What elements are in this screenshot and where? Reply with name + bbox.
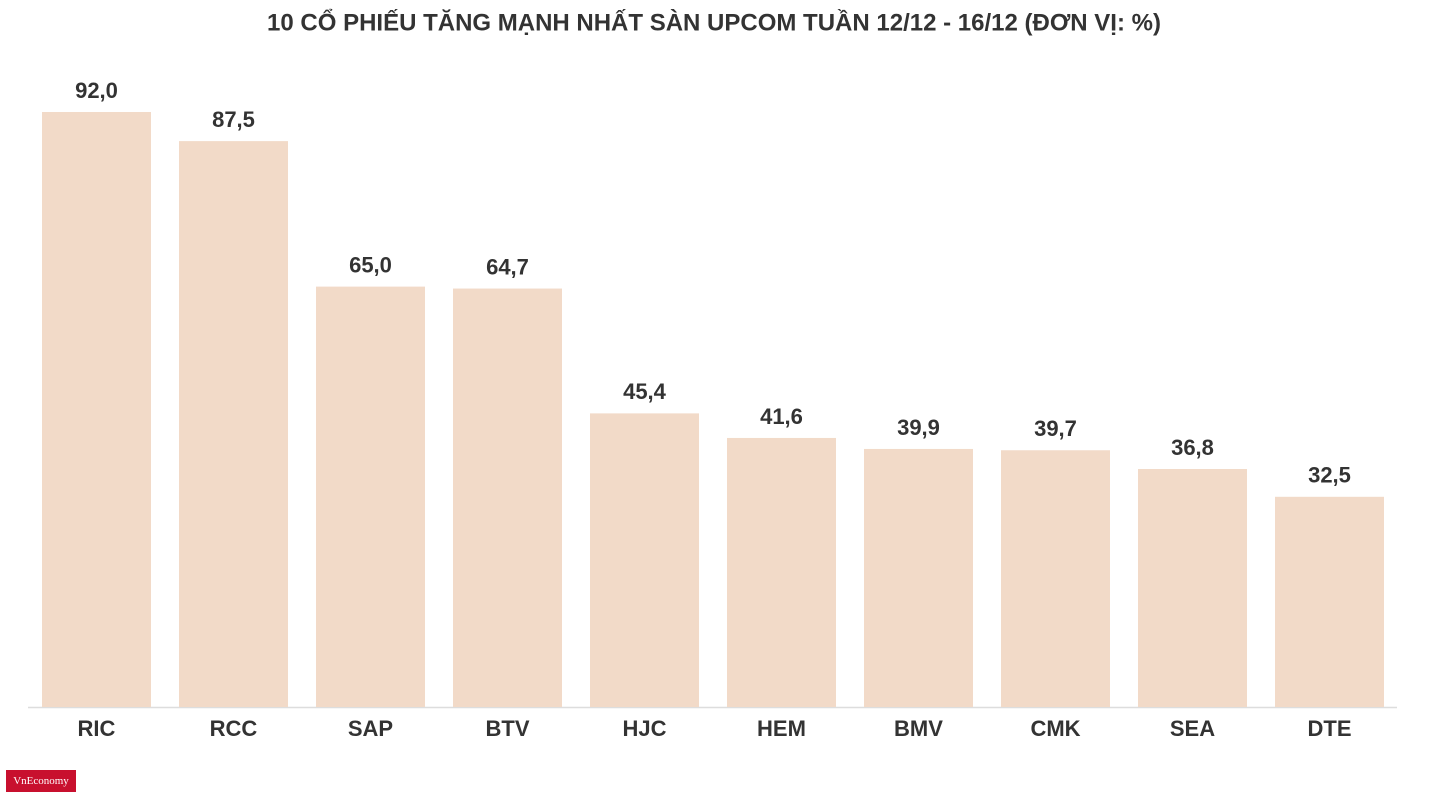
value-label: 39,9 (897, 415, 940, 440)
value-label: 36,8 (1171, 435, 1214, 460)
bar (590, 413, 699, 707)
value-label: 45,4 (623, 379, 667, 404)
value-label: 64,7 (486, 254, 529, 279)
value-label: 65,0 (349, 252, 392, 277)
value-label: 87,5 (212, 107, 255, 132)
logo: VnEconomy (6, 770, 76, 792)
chart-title: 10 CỔ PHIẾU TĂNG MẠNH NHẤT SÀN UPCOM TUẦ… (267, 8, 1161, 36)
bar (453, 288, 562, 707)
x-tick-label: SAP (348, 716, 393, 741)
bar (727, 437, 836, 707)
x-tick-label: CMK (1030, 716, 1080, 741)
bar (1001, 450, 1110, 707)
value-label: 39,7 (1034, 416, 1077, 441)
bar (42, 112, 151, 707)
value-label: 32,5 (1308, 463, 1351, 488)
bar (179, 141, 288, 707)
x-tick-label: BMV (894, 716, 943, 741)
x-tick-label: DTE (1308, 716, 1352, 741)
value-label: 41,6 (760, 404, 803, 429)
value-label: 92,0 (75, 78, 118, 103)
x-tick-label: HJC (622, 716, 666, 741)
bar (1138, 469, 1247, 707)
x-tick-label: BTV (486, 716, 530, 741)
x-tick-label: RIC (78, 716, 116, 741)
x-tick-label: SEA (1170, 716, 1215, 741)
bar (316, 286, 425, 707)
x-tick-label: RCC (210, 716, 258, 741)
x-tick-label: HEM (757, 716, 806, 741)
bar (864, 448, 973, 707)
bar (1275, 496, 1384, 707)
